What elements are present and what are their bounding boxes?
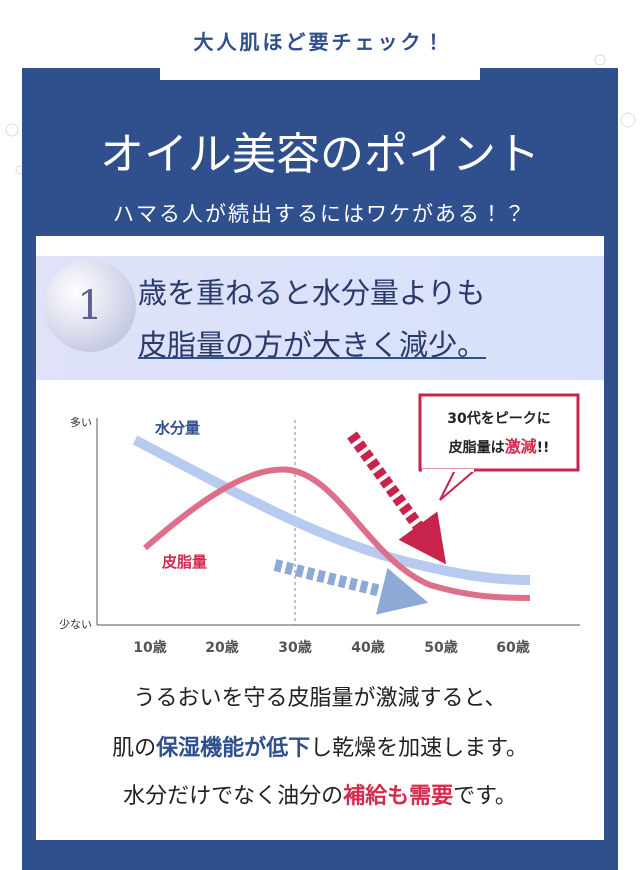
x-label: 30歳 [278, 639, 311, 656]
callout-part: !! [537, 440, 550, 456]
callout-part: 皮脂量は [448, 439, 505, 456]
callout-text: 皮脂量は激減!! [448, 437, 550, 456]
text: 水分だけでなく油分の [123, 784, 344, 809]
x-label: 10歳 [133, 639, 166, 656]
x-label: 20歳 [205, 639, 238, 656]
blue-arrow [273, 559, 429, 615]
point-line: 歳を重ねると水分量よりも [138, 276, 486, 310]
body-line: うるおいを守る皮脂量が激減すると、 [36, 680, 604, 712]
text: し乾燥を加速します。 [310, 736, 528, 761]
subtitle: ハマる人が続出するにはワケがある！？ [113, 202, 527, 226]
body-line: 肌の保湿機能が低下し乾燥を加速します。 [36, 730, 604, 762]
emphasis: 補給も需要 [343, 784, 454, 809]
text: うるおいを守る皮脂量が激減すると、 [133, 686, 507, 711]
text: 肌の [112, 736, 157, 761]
x-label: 40歳 [351, 639, 384, 656]
y-label: 多い [70, 415, 92, 429]
text: です。 [453, 784, 517, 809]
x-label: 60歳 [496, 639, 529, 656]
water-curve [132, 435, 531, 585]
badge-text: 大人肌ほど要チェック！ [193, 30, 447, 54]
callout-text: 30代をピークに [447, 410, 550, 427]
title: オイル美容のポイント [100, 129, 540, 180]
series-label: 皮脂量 [162, 553, 207, 571]
callout [418, 393, 580, 472]
callout-tail [439, 469, 478, 501]
body-line: 水分だけでなく油分の補給も需要です。 [36, 778, 604, 810]
callout-gap [422, 469, 474, 472]
sebum-curve [143, 466, 531, 601]
y-label: 少ない [59, 617, 92, 631]
down-arrow [347, 431, 447, 565]
callout-emph: 激減 [505, 437, 537, 456]
series-label: 水分量 [154, 419, 200, 437]
point-line: 皮脂量の方が大きく減少。 [138, 328, 487, 362]
emphasis: 保湿機能が低下 [156, 736, 311, 761]
point-number: 1 [44, 260, 136, 352]
x-label: 50歳 [424, 639, 457, 656]
